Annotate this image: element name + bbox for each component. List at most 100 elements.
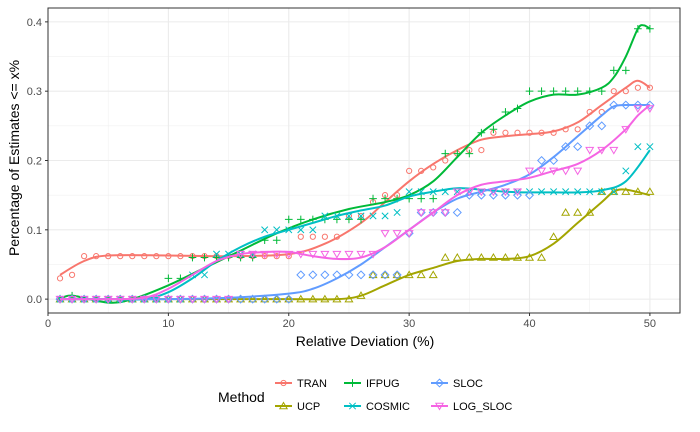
data-point-tran (117, 253, 124, 260)
data-point-ifpug (621, 66, 630, 75)
data-point-log-sloc (380, 230, 390, 238)
data-point-sloc (272, 294, 282, 304)
data-point-ifpug (646, 24, 654, 33)
plot-panel: 0 10 20 30 40 50 0.0 0.1 0.2 0.3 0.4 (27, 7, 681, 330)
data-point-sloc (284, 294, 294, 304)
data-point-ucp (440, 253, 450, 261)
data-point-log-sloc (476, 188, 486, 197)
data-point-ifpug (609, 66, 618, 75)
data-point-ifpug (345, 215, 353, 224)
data-point-ifpug (417, 194, 426, 203)
data-point-ifpug (441, 149, 450, 158)
legend-label-tran: TRAN (297, 378, 327, 390)
data-point-tran (646, 84, 654, 91)
data-point-ifpug (525, 87, 534, 96)
data-point-cosmic (405, 188, 413, 196)
data-point-sloc (320, 270, 330, 280)
x-axis-title: Relative Deviation (%) (296, 333, 435, 349)
data-point-ucp (621, 187, 631, 195)
data-point-log-sloc (163, 295, 173, 304)
data-point-sloc (308, 270, 318, 280)
data-point-ifpug (164, 274, 173, 283)
legend-label-cosmic: COSMIC (366, 401, 410, 413)
data-point-ifpug (296, 215, 305, 224)
data-point-ucp (488, 253, 498, 261)
data-point-cosmic (200, 271, 209, 279)
legend-key-marker-tran (280, 379, 287, 387)
data-point-cosmic (610, 188, 618, 196)
data-point-log-sloc (199, 295, 210, 304)
data-point-ucp (392, 270, 402, 279)
data-point-ifpug (465, 149, 474, 158)
y-tick-label: 0.1 (27, 225, 42, 237)
data-point-log-sloc (344, 250, 354, 259)
legend-key-marker-ucp (278, 401, 289, 410)
y-tick-label: 0.2 (27, 156, 42, 168)
data-point-sloc (633, 100, 643, 110)
data-point-log-sloc (609, 146, 619, 155)
legend-item-ifpug: IFPUG (344, 375, 400, 392)
data-point-log-sloc (416, 209, 426, 217)
data-point-sloc (524, 190, 535, 200)
data-point-ifpug (357, 215, 365, 224)
data-point-log-sloc (320, 250, 330, 259)
legend-key-marker-sloc (434, 378, 445, 388)
legend-item-sloc: SLOC (431, 375, 483, 392)
y-tick-label: 0.3 (27, 86, 42, 98)
smooth-line-cosmic (60, 149, 651, 301)
data-point-tran (634, 84, 641, 91)
smooth-line-tran (59, 79, 651, 276)
data-point-log-sloc (308, 250, 318, 259)
data-point-sloc (392, 270, 402, 280)
data-point-tran (442, 157, 449, 164)
data-point-ucp (537, 253, 547, 261)
data-point-sloc (597, 121, 607, 131)
data-point-sloc (537, 155, 547, 166)
data-point-tran (526, 129, 533, 136)
data-point-ifpug (429, 194, 438, 203)
smooth-line-log-sloc (60, 104, 651, 301)
data-point-ucp (416, 270, 426, 279)
data-point-sloc (260, 294, 270, 304)
y-tick-label: 0.4 (27, 17, 42, 29)
data-point-cosmic (357, 212, 365, 220)
x-tick-label: 0 (45, 318, 51, 330)
data-point-cosmic (212, 250, 221, 258)
data-point-sloc (380, 270, 390, 280)
data-point-ifpug (272, 236, 281, 245)
data-point-log-sloc (356, 250, 366, 259)
data-point-sloc (621, 100, 631, 110)
data-point-cosmic (309, 226, 317, 234)
data-point-log-sloc (440, 209, 450, 217)
data-point-log-sloc (151, 295, 161, 304)
data-point-log-sloc (392, 230, 402, 238)
data-point-ifpug (200, 253, 209, 262)
data-point-ifpug (188, 253, 197, 262)
data-point-sloc (452, 207, 462, 218)
data-point-cosmic (393, 208, 401, 217)
data-point-sloc (573, 142, 583, 152)
data-point-sloc (296, 270, 306, 280)
data-point-ucp (561, 207, 571, 216)
data-point-tran (574, 126, 581, 133)
data-point-tran (297, 233, 304, 240)
legend-label-log-sloc: LOG_SLOC (453, 401, 512, 413)
data-point-ifpug (537, 87, 546, 96)
data-point-sloc (248, 294, 258, 304)
data-point-tran (478, 147, 485, 154)
legend-item-log-sloc: LOG_SLOC (431, 398, 512, 415)
data-point-cosmic (369, 212, 377, 220)
data-point-log-sloc (187, 295, 198, 304)
data-point-cosmic (261, 226, 269, 234)
data-point-tran (309, 233, 316, 240)
data-point-sloc (356, 270, 366, 280)
data-point-log-sloc (211, 295, 222, 304)
legend-label-ucp: UCP (297, 401, 320, 413)
legend-title: Method (218, 389, 265, 405)
x-tick-label: 10 (162, 318, 174, 330)
data-point-ifpug (489, 125, 498, 134)
data-point-log-sloc (488, 188, 498, 197)
data-point-tran (56, 275, 64, 282)
data-point-log-sloc (573, 167, 583, 176)
data-point-log-sloc (537, 167, 547, 176)
